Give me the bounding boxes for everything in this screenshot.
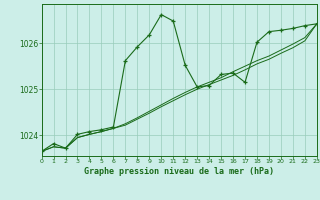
X-axis label: Graphe pression niveau de la mer (hPa): Graphe pression niveau de la mer (hPa) bbox=[84, 167, 274, 176]
